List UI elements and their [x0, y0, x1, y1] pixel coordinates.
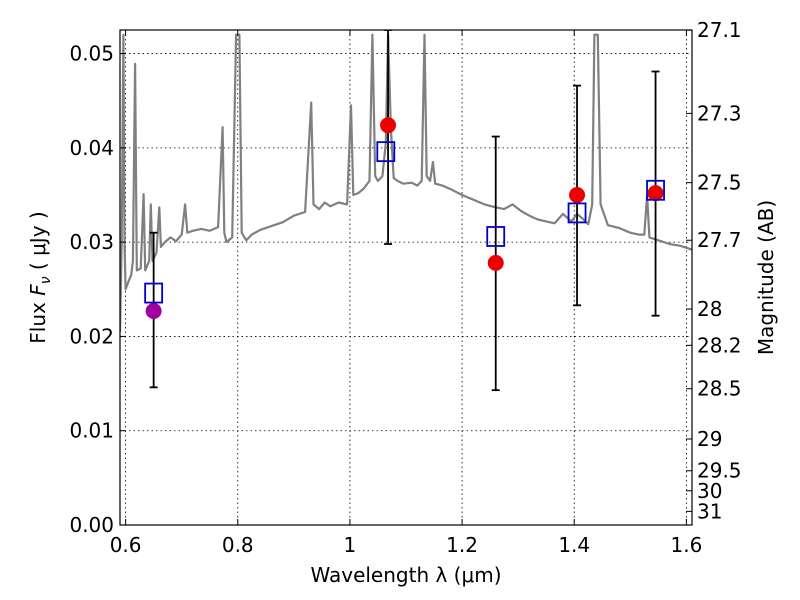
y-tick-label: 0.03: [69, 230, 114, 254]
axis-ticks: 0.6 0.8 1 1.2 1.4 1.6 0.00 0.01 0.02 0.03 0.04 0.05…: [69, 18, 741, 557]
x-tick-label: 0.8: [222, 533, 254, 557]
y-tick-label: 0.05: [69, 42, 114, 66]
mag-tick-label: 27.1: [697, 18, 742, 42]
y2-axis-label: Magnitude (AB): [754, 200, 778, 355]
y-axis-label-prefix: Flux: [26, 296, 50, 344]
spectrum-line: [120, 33, 692, 332]
y-axis-label-symbol: F: [26, 284, 50, 296]
y-tick-label: 0.01: [69, 419, 114, 443]
model-point: [376, 141, 396, 163]
mag-tick-label: 29.5: [697, 459, 742, 483]
x-tick-label: 1.2: [446, 533, 478, 557]
observed-point: [647, 185, 664, 202]
y-axis-label: Flux Fν ( μJy ): [26, 211, 54, 343]
photometry-points: [144, 30, 665, 392]
model-point: [144, 282, 164, 304]
mag-tick-label: 28: [697, 297, 722, 321]
mag-tick-label: 27.7: [697, 228, 742, 252]
x-tick-label: 0.6: [110, 533, 142, 557]
y-axis-label-subscript: ν: [38, 276, 54, 284]
y-tick-label: 0.02: [69, 324, 114, 348]
gridlines: [120, 30, 692, 526]
y-tick-label: 0.04: [69, 136, 114, 160]
plot-frame: [119, 29, 693, 526]
mag-tick-label: 27.5: [697, 171, 742, 195]
x-axis-label: Wavelength λ (μm): [310, 563, 501, 587]
mag-tick-label: 27.3: [697, 101, 742, 125]
y-axis-label-units: ( μJy ): [26, 211, 50, 276]
mag-tick-label: 31: [697, 499, 722, 523]
mag-tick-label: 29: [697, 427, 722, 451]
observed-point: [487, 254, 504, 271]
model-spectrum: [120, 33, 692, 332]
observed-point: [569, 187, 586, 203]
mag-tick-label: 28.5: [697, 377, 742, 401]
y-tick-label: 0.00: [69, 513, 114, 537]
mag-tick-label: 28.2: [697, 333, 742, 357]
x-tick-label: 1.6: [670, 533, 702, 557]
x-tick-label: 1.4: [558, 533, 590, 557]
mag-tick-label: 30: [697, 479, 722, 503]
model-point: [486, 226, 506, 247]
observed-point: [380, 117, 397, 134]
model-point: [567, 202, 587, 224]
model-point: [646, 179, 665, 201]
x-tick-label: 1: [344, 533, 357, 557]
observed-point: [145, 302, 162, 319]
